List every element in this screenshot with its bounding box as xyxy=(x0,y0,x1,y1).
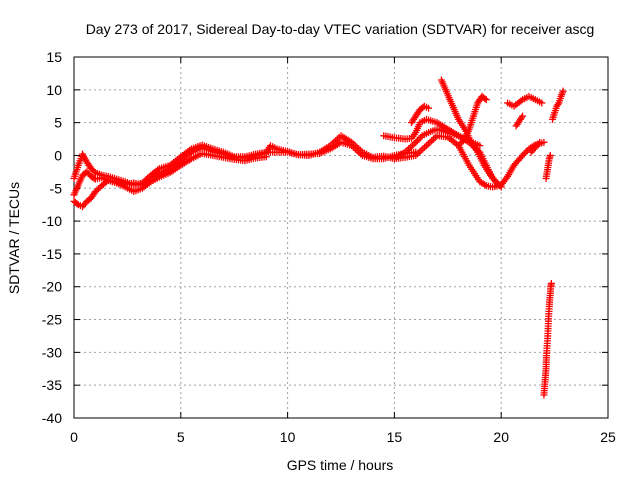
series-trace-l xyxy=(542,151,554,182)
series-trace-f xyxy=(437,76,505,191)
y-tick-label: 0 xyxy=(54,147,62,163)
data-point xyxy=(353,147,361,155)
series-trace-m xyxy=(540,279,555,399)
data-points xyxy=(70,76,567,399)
x-tick-label: 20 xyxy=(493,429,509,445)
y-tick-label: -15 xyxy=(42,246,62,262)
y-tick-label: -25 xyxy=(42,312,62,328)
data-point xyxy=(431,133,439,141)
data-point xyxy=(73,200,81,208)
data-point xyxy=(417,133,425,141)
data-point xyxy=(426,138,434,146)
data-point xyxy=(482,96,490,104)
data-point xyxy=(421,143,429,151)
data-point xyxy=(425,104,433,112)
data-point xyxy=(517,153,525,161)
data-point xyxy=(419,145,427,153)
data-point xyxy=(519,112,527,120)
data-point xyxy=(546,151,554,159)
y-tick-label: 10 xyxy=(46,82,62,98)
data-point xyxy=(417,147,425,155)
data-point xyxy=(428,137,436,145)
data-point xyxy=(481,181,489,189)
data-point xyxy=(459,137,467,145)
x-tick-label: 0 xyxy=(70,429,78,445)
y-tick-label: -10 xyxy=(42,213,62,229)
data-point xyxy=(355,148,363,156)
y-tick-label: 15 xyxy=(46,49,62,65)
data-point xyxy=(90,167,98,175)
data-point xyxy=(262,153,270,161)
data-point xyxy=(538,99,546,107)
series-trace-h xyxy=(407,102,433,127)
x-tick-label: 15 xyxy=(387,429,403,445)
x-tick-label: 25 xyxy=(600,429,616,445)
data-point xyxy=(536,138,544,146)
y-tick-label: -5 xyxy=(50,180,63,196)
y-tick-label: -40 xyxy=(42,410,62,426)
data-point xyxy=(408,142,416,150)
series-trace-g xyxy=(454,92,490,150)
data-point xyxy=(476,142,484,150)
y-tick-label: -20 xyxy=(42,279,62,295)
data-point xyxy=(496,182,504,190)
data-point xyxy=(412,148,420,156)
grid xyxy=(74,57,608,418)
series-trace-c xyxy=(70,149,270,211)
series-trace-k xyxy=(527,138,544,156)
y-tick-label: -35 xyxy=(42,377,62,393)
x-axis: 0 5 10 15 20 25 xyxy=(70,57,616,445)
data-point xyxy=(456,140,464,148)
chart-title: Day 273 of 2017, Sidereal Day-to-day VTE… xyxy=(86,21,595,37)
data-point xyxy=(481,95,489,103)
data-point xyxy=(103,178,111,186)
data-point xyxy=(454,142,462,150)
series-trace-j xyxy=(512,112,527,130)
data-point xyxy=(415,135,423,143)
data-point xyxy=(413,137,421,145)
y-axis-label: SDTVAR / TECUs xyxy=(6,182,22,294)
data-point xyxy=(517,114,525,122)
data-point xyxy=(554,101,562,109)
data-point xyxy=(351,145,359,153)
data-point xyxy=(412,138,420,146)
y-axis: -40 -35 -30 -25 -20 -15 -10 -5 0 5 10 15 xyxy=(42,49,608,426)
x-tick-label: 10 xyxy=(280,429,296,445)
data-point xyxy=(422,142,430,150)
data-point xyxy=(458,138,466,146)
data-point xyxy=(547,279,555,287)
data-point xyxy=(520,150,528,158)
x-tick-label: 5 xyxy=(177,429,185,445)
y-tick-label: 5 xyxy=(54,115,62,131)
data-point xyxy=(406,143,414,151)
plot-frame xyxy=(73,56,609,419)
series-trace-n xyxy=(548,87,567,123)
data-point xyxy=(559,87,567,95)
data-point xyxy=(519,151,527,159)
series-trace-i xyxy=(504,92,546,110)
data-point xyxy=(558,91,566,99)
y-tick-label: -30 xyxy=(42,344,62,360)
data-point xyxy=(497,183,505,191)
data-point xyxy=(424,140,432,148)
x-axis-label: GPS time / hours xyxy=(287,457,394,473)
